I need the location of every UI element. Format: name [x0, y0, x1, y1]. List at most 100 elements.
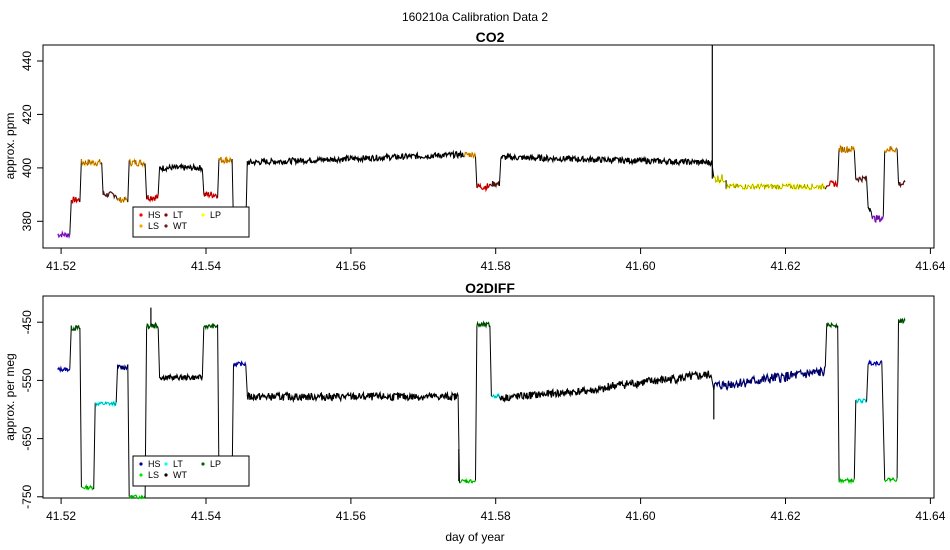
o2diff-segment-connector	[837, 325, 840, 483]
co2-series-trace	[129, 159, 146, 167]
co2-series-trace	[117, 196, 128, 203]
co2-legend-marker	[164, 224, 168, 228]
co2-x-tick-label: 41.58	[481, 259, 511, 273]
o2diff-y-axis-label: approx. per meg	[3, 353, 17, 440]
o2diff-series-trace	[884, 477, 898, 482]
o2diff-segment-connector	[824, 323, 828, 367]
co2-series-trace	[146, 194, 159, 202]
o2diff-legend: HS LT LP LS WT	[132, 455, 250, 487]
co2-legend-label: WT	[173, 221, 187, 231]
co2-series-segment	[867, 206, 872, 213]
co2-segment-connector	[127, 160, 130, 203]
co2-series-trace	[884, 146, 898, 153]
o2diff-series-trace	[95, 401, 117, 406]
o2diff-series-segment	[159, 372, 204, 382]
co2-series-trace	[838, 145, 855, 153]
o2diff-series-trace	[57, 367, 70, 372]
o2diff-legend-label: LT	[173, 459, 183, 469]
o2diff-y-tick-label: -550	[20, 368, 34, 392]
co2-segment-connector	[157, 166, 161, 195]
co2-y-tick-label: 440	[20, 51, 34, 71]
o2diff-series-trace	[476, 321, 490, 328]
o2diff-segment-connector	[157, 328, 161, 379]
co2-series-segment	[80, 158, 103, 168]
co2-series-trace	[476, 183, 491, 191]
co2-segment-connector	[824, 185, 828, 190]
co2-series-trace	[464, 152, 476, 158]
o2diff-x-tick-label: 41.64	[915, 509, 945, 523]
o2diff-series-trace	[459, 479, 476, 484]
o2diff-series-trace	[146, 322, 159, 329]
o2diff-series-trace	[713, 366, 826, 390]
co2-segment-connector	[201, 169, 205, 194]
co2-segment-connector	[498, 158, 502, 186]
o2diff-segment-connector	[489, 325, 492, 397]
co2-series-trace	[713, 174, 727, 184]
o2diff-legend-label: LS	[148, 470, 159, 480]
co2-panel-title: CO2	[476, 29, 505, 45]
o2diff-legend-marker	[164, 462, 168, 466]
co2-legend-marker	[139, 213, 143, 217]
o2diff-panel-title: O2DIFF	[465, 280, 515, 296]
co2-segment-connector	[101, 162, 104, 195]
o2diff-segment-connector	[896, 319, 899, 479]
co2-series-trace	[491, 181, 500, 187]
co2-x-tick-label: 41.52	[46, 259, 76, 273]
o2diff-segment-connector	[245, 365, 248, 395]
co2-segment-connector	[475, 156, 478, 188]
o2diff-plot-frame	[42, 295, 935, 499]
o2diff-segment-connector	[115, 364, 119, 403]
o2diff-segment-connector	[866, 364, 869, 402]
co2-segment-connector	[217, 158, 220, 198]
co2-segment-connector	[853, 150, 857, 180]
o2diff-series-segment	[607, 370, 713, 391]
co2-y-tick-label: 400	[20, 158, 34, 178]
co2-legend-marker	[139, 224, 143, 228]
o2diff-x-tick-label: 41.54	[191, 509, 221, 523]
o2diff-legend-label: WT	[173, 470, 187, 480]
o2diff-y-tick-label: -450	[20, 310, 34, 334]
o2diff-series-segment	[500, 384, 609, 403]
co2-series-trace	[725, 183, 826, 190]
o2diff-series-trace	[203, 324, 218, 329]
co2-x-tick-label: 41.54	[191, 259, 221, 273]
co2-x-tick-label: 41.64	[915, 259, 945, 273]
co2-plot-frame	[42, 44, 935, 249]
co2-legend-label: LS	[148, 221, 159, 231]
co2-legend: HS LT LP LS WT	[132, 206, 250, 238]
o2diff-series-trace	[898, 318, 906, 324]
o2diff-x-axis: 41.52 41.54 41.56 41.58 41.60 41.62 41.64	[46, 498, 946, 523]
o2diff-series-trace	[129, 494, 146, 499]
co2-series-group	[57, 45, 906, 240]
o2diff-x-tick-label: 41.58	[481, 509, 511, 523]
co2-series-trace	[898, 180, 906, 187]
co2-legend-marker	[201, 213, 205, 217]
o2diff-y-tick-label: -750	[20, 484, 34, 508]
co2-legend-marker	[164, 213, 168, 217]
co2-x-tick-label: 41.60	[626, 259, 656, 273]
o2diff-series-group	[57, 307, 906, 500]
o2diff-series-trace	[855, 398, 867, 403]
o2diff-segment-connector	[79, 327, 82, 488]
co2-segment-connector	[837, 147, 840, 183]
o2diff-legend-marker	[164, 473, 168, 477]
o2diff-segment-connector	[69, 325, 72, 369]
co2-series-trace	[872, 215, 884, 223]
o2diff-segment-connector	[853, 399, 857, 479]
co2-y-tick-label: 380	[20, 211, 34, 231]
o2diff-series-trace	[233, 361, 246, 367]
co2-series-trace	[57, 231, 70, 238]
o2diff-series-trace	[491, 393, 500, 399]
o2diff-series-trace	[117, 364, 128, 370]
o2diff-legend-marker	[139, 462, 143, 466]
o2diff-legend-label: HS	[148, 459, 161, 469]
o2diff-segment-connector	[201, 327, 205, 376]
o2diff-series-trace	[826, 322, 838, 328]
co2-segment-connector	[489, 183, 492, 186]
co2-series-trace	[203, 191, 218, 199]
co2-series-trace	[826, 180, 838, 187]
co2-series-segment	[159, 162, 203, 174]
o2diff-panel: O2DIFF -750-650-550-450 41.52 41.54 41.56 4…	[3, 280, 946, 544]
